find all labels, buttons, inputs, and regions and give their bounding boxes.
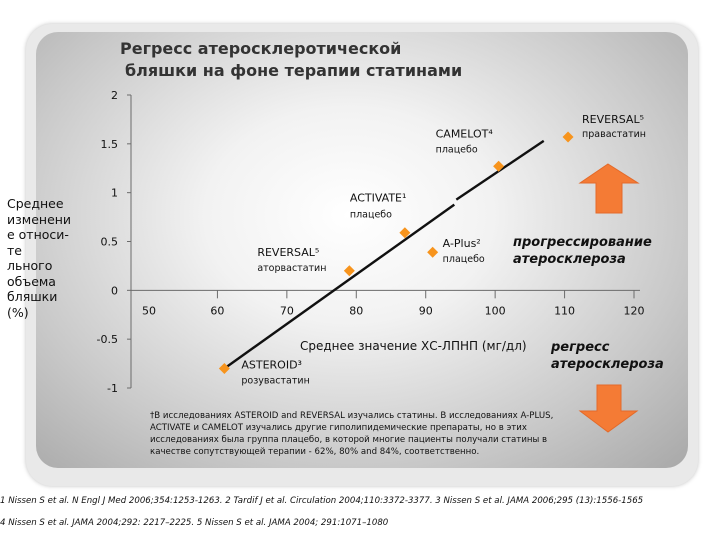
chart-title-line-1: Регресс атеросклеротической <box>120 39 402 58</box>
data-point-label: REVERSAL⁵ <box>582 113 644 126</box>
y-tick-label: -1 <box>107 382 118 395</box>
y-tick-label: 0.5 <box>101 236 119 249</box>
data-point-marker <box>562 131 574 143</box>
data-point-marker <box>343 265 355 277</box>
data-point-label: REVERSAL⁵ <box>257 246 319 259</box>
y-tick-label: 1.5 <box>101 138 119 151</box>
reference-line-2: 4 Nissen S et al. JAMA 2004;292: 2217–22… <box>0 518 389 528</box>
references: 1 Nissen S et al. N Engl J Med 2006;354:… <box>0 490 720 534</box>
x-tick-label: 50 <box>142 304 156 317</box>
progression-arrow-icon <box>578 163 640 214</box>
x-tick-label: 110 <box>554 304 575 317</box>
x-tick-label: 100 <box>485 304 506 317</box>
y-tick-label: 2 <box>111 89 118 102</box>
x-tick-label: 120 <box>624 304 645 317</box>
y-tick-label: -0.5 <box>97 333 118 346</box>
trendline-lower <box>223 203 456 370</box>
data-point-marker <box>399 227 411 239</box>
slide-panel <box>36 32 688 468</box>
data-point-sublabel: аторвастатин <box>257 263 326 274</box>
data-point-label: A-Plus² <box>443 237 481 250</box>
regression-label: регресс атеросклероза <box>551 340 664 372</box>
data-point-marker <box>218 362 230 374</box>
y-tick-label: 0 <box>111 284 118 297</box>
progression-label: прогрессирование атеросклероза <box>513 235 652 267</box>
data-point-sublabel: плацебо <box>443 254 485 265</box>
y-axis-label: Среднее изменени е относи-те льного объе… <box>7 196 72 320</box>
x-tick-label: 80 <box>349 304 363 317</box>
data-point-sublabel: розувастатин <box>241 375 309 386</box>
footnote: †В исследованиях ASTEROID and REVERSAL и… <box>150 411 554 457</box>
y-tick-label: 1 <box>111 187 118 200</box>
data-point-label: CAMELOT⁴ <box>436 127 494 140</box>
data-point-label: ASTEROID³ <box>241 358 302 371</box>
x-tick-label: 90 <box>419 304 433 317</box>
regression-arrow-icon <box>578 384 639 433</box>
x-tick-label: 60 <box>210 304 224 317</box>
data-point-sublabel: плацебо <box>350 210 392 221</box>
chart-title-line-2: бляшки на фоне терапии статинами <box>125 61 463 80</box>
chart-title: Регресс атеросклеротической бляшки на фо… <box>120 38 462 82</box>
data-point-marker <box>427 246 439 258</box>
x-tick-label: 70 <box>280 304 294 317</box>
x-axis-label: Среднее значение ХС-ЛПНП (мг/дл) <box>300 339 527 353</box>
data-point-sublabel: плацебо <box>436 144 478 155</box>
data-point-label: ACTIVATE¹ <box>350 192 407 205</box>
reference-line-1: 1 Nissen S et al. N Engl J Med 2006;354:… <box>0 496 644 506</box>
data-point-marker <box>493 160 505 172</box>
data-point-sublabel: правастатин <box>582 129 646 140</box>
